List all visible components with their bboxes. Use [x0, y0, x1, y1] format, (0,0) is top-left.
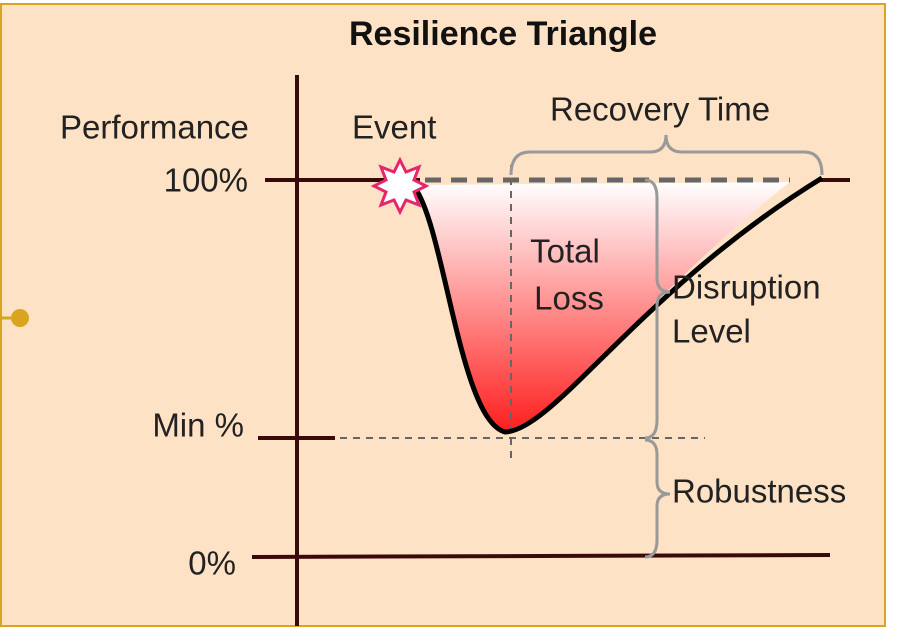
level-line [251, 553, 831, 559]
brace [644, 178, 671, 440]
recovery-label: Recovery Time [550, 91, 770, 128]
event-star [370, 156, 430, 216]
level-label: 100% [164, 162, 248, 199]
performance-curve [412, 175, 824, 435]
panel [0, 3, 886, 627]
brace [644, 438, 671, 559]
disruption-label: Level [672, 313, 751, 350]
loss-area [415, 182, 790, 430]
level-label: Min % [152, 407, 244, 444]
event-label: Event [352, 109, 436, 146]
loss-label: Total [530, 233, 600, 270]
disruption-label: Disruption [672, 269, 821, 306]
level-label: 0% [188, 545, 236, 582]
loss-label: Loss [534, 280, 604, 317]
axis-label: Performance [60, 109, 249, 146]
brace [509, 134, 824, 176]
robustness-label: Robustness [672, 473, 846, 510]
title: Resilience Triangle [349, 15, 657, 53]
connector-dot[interactable] [11, 309, 29, 327]
